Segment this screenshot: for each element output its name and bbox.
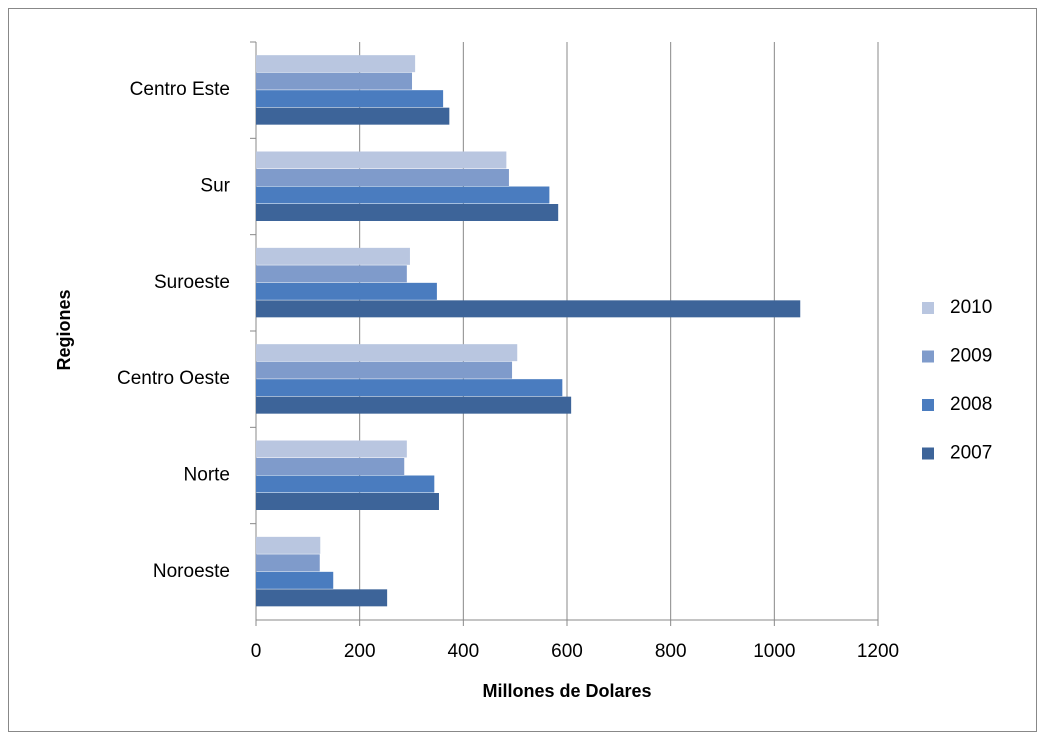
x-axis-title: Millones de Dolares [482, 681, 651, 701]
chart-border [8, 8, 1037, 732]
bar [256, 107, 450, 125]
legend-swatch [922, 399, 934, 411]
x-tick-label: 200 [344, 641, 376, 662]
legend-label: 2007 [950, 443, 992, 464]
x-tick-label: 0 [251, 641, 262, 662]
bar [256, 169, 509, 186]
legend-label: 2010 [950, 297, 992, 318]
x-tick-label: 1200 [857, 641, 899, 662]
legend-swatch [922, 350, 934, 363]
bar [256, 72, 413, 90]
y-axis-title: Regiones [54, 289, 74, 370]
y-tick-label: Centro Oeste [117, 368, 230, 389]
bar [256, 396, 572, 414]
bar [256, 90, 444, 108]
bar [256, 282, 437, 300]
bar [256, 344, 518, 362]
y-tick-label: Sur [200, 176, 230, 197]
y-tick-label: Noroeste [153, 561, 230, 582]
legend-swatch [922, 302, 934, 314]
x-tick-label: 1000 [753, 641, 795, 662]
bar [256, 589, 388, 607]
bar [256, 55, 416, 73]
x-tick-label: 600 [551, 641, 583, 662]
x-tick-label: 800 [655, 641, 687, 662]
bar [256, 247, 410, 265]
bar [256, 554, 320, 572]
bar [256, 493, 439, 510]
bar [256, 265, 407, 283]
bar [256, 204, 559, 221]
bar [256, 300, 801, 318]
bar [256, 186, 550, 204]
legend-label: 2009 [950, 346, 992, 367]
y-tick-label: Norte [184, 465, 230, 486]
bar [256, 361, 513, 379]
bar [256, 151, 507, 169]
bar [256, 475, 435, 493]
bar [256, 571, 334, 589]
y-tick-label: Centro Este [130, 79, 230, 100]
bar [256, 440, 407, 458]
bar [256, 536, 321, 554]
bar [256, 458, 405, 475]
legend-label: 2008 [950, 394, 992, 415]
y-tick-label: Suroeste [154, 272, 230, 293]
legend-swatch [922, 447, 934, 460]
bar [256, 379, 563, 397]
x-tick-label: 400 [447, 641, 479, 662]
